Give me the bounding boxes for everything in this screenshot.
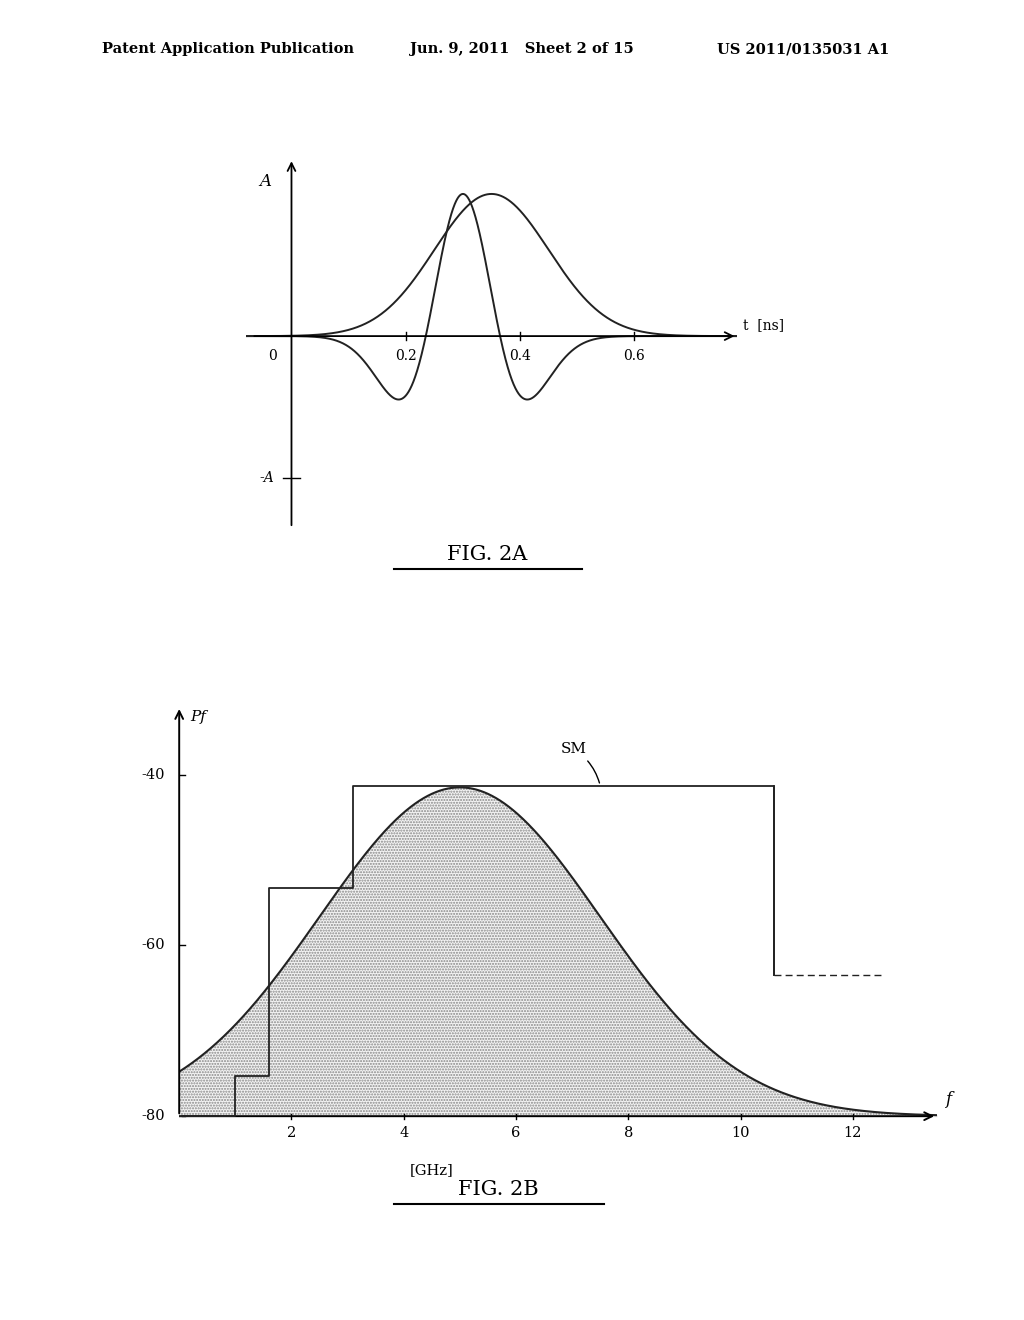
Text: SM: SM	[561, 742, 599, 783]
Text: [GHz]: [GHz]	[410, 1163, 454, 1177]
Text: f: f	[945, 1090, 951, 1107]
Text: FIG. 2B: FIG. 2B	[459, 1180, 539, 1199]
Text: -40: -40	[141, 767, 165, 781]
Text: 0.2: 0.2	[395, 348, 417, 363]
Text: FIG. 2A: FIG. 2A	[447, 545, 527, 564]
Text: 2: 2	[287, 1126, 296, 1140]
Text: 0.6: 0.6	[624, 348, 645, 363]
Text: 4: 4	[399, 1126, 409, 1140]
Text: -A: -A	[260, 471, 274, 486]
Text: Pf: Pf	[190, 710, 206, 725]
Text: Jun. 9, 2011   Sheet 2 of 15: Jun. 9, 2011 Sheet 2 of 15	[410, 42, 634, 57]
Text: -80: -80	[141, 1109, 165, 1123]
Text: 12: 12	[844, 1126, 862, 1140]
Text: US 2011/0135031 A1: US 2011/0135031 A1	[717, 42, 889, 57]
Text: 10: 10	[731, 1126, 750, 1140]
Text: Patent Application Publication: Patent Application Publication	[102, 42, 354, 57]
Text: 0: 0	[268, 348, 278, 363]
Text: 0.4: 0.4	[509, 348, 531, 363]
Text: 6: 6	[511, 1126, 520, 1140]
Text: 8: 8	[624, 1126, 633, 1140]
Text: t  [ns]: t [ns]	[743, 318, 784, 331]
Text: -60: -60	[141, 939, 165, 952]
Text: A: A	[259, 173, 271, 190]
